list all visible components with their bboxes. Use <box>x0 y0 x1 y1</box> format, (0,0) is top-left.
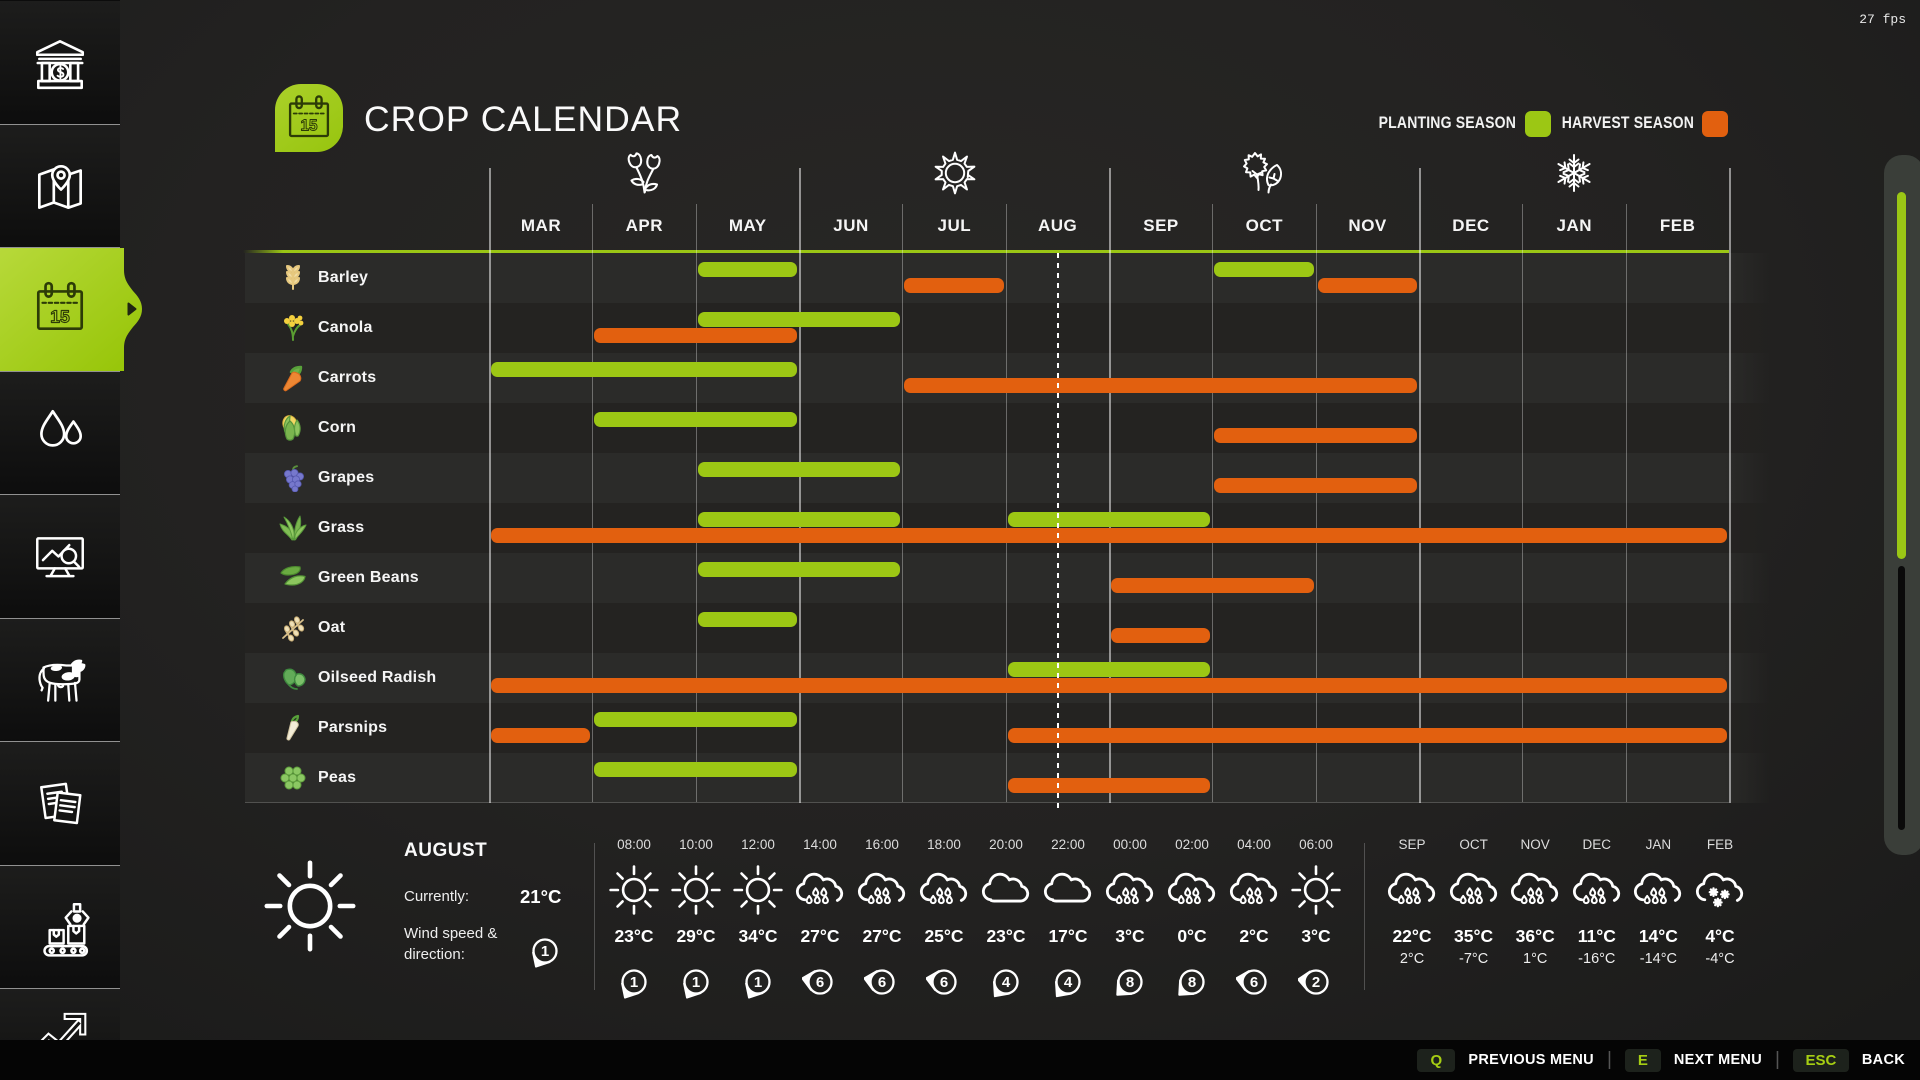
svg-text:1: 1 <box>630 974 638 991</box>
svg-text:6: 6 <box>1250 974 1258 991</box>
svg-text:6: 6 <box>878 974 886 991</box>
svg-text:15: 15 <box>301 118 318 135</box>
svg-text:6: 6 <box>940 974 948 991</box>
svg-text:8: 8 <box>1188 974 1196 991</box>
svg-text:4: 4 <box>1002 974 1011 991</box>
svg-text:4: 4 <box>1064 974 1073 991</box>
svg-text:8: 8 <box>1126 974 1134 991</box>
svg-text:2: 2 <box>1312 974 1320 991</box>
svg-text:15: 15 <box>50 306 70 326</box>
svg-text:1: 1 <box>692 974 700 991</box>
svg-text:6: 6 <box>816 974 824 991</box>
svg-text:1: 1 <box>754 974 762 991</box>
svg-text:1: 1 <box>541 943 549 960</box>
